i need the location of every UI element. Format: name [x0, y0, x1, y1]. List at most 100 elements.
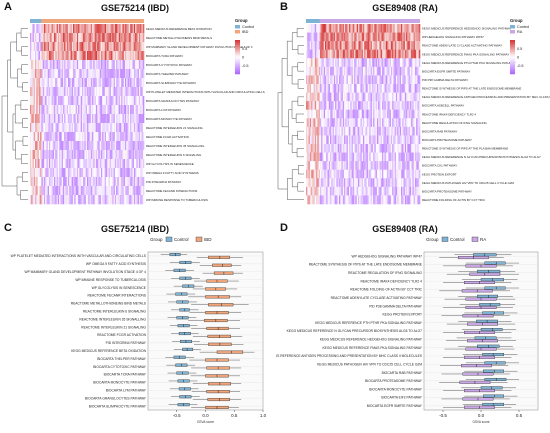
- heatmap-cell: [126, 177, 128, 187]
- heatmap-cell: [345, 178, 347, 188]
- heatmap-cell: [83, 186, 85, 196]
- heatmap-cell: [311, 84, 313, 93]
- heatmap-cell: [317, 75, 319, 85]
- heatmap-row-label: BIOCARTA RAB PATHWAY: [422, 129, 458, 133]
- heatmap-cell: [117, 51, 119, 61]
- heatmap-a-dendrogram: [1, 28, 28, 200]
- heatmap-cell: [100, 60, 103, 70]
- heatmap-cell: [32, 159, 35, 169]
- heatmap-cell: [344, 126, 346, 136]
- dendrogram-branch: [295, 113, 304, 123]
- heatmap-cell: [351, 186, 354, 196]
- heatmap-cell: [137, 24, 140, 34]
- heatmap-cell: [75, 69, 78, 79]
- heatmap-cell: [375, 58, 378, 68]
- heatmap-cell: [56, 87, 59, 97]
- heatmap-cell: [346, 66, 349, 76]
- heatmap-cell: [416, 32, 418, 42]
- heatmap-cell: [360, 186, 363, 196]
- heatmap-cell: [330, 144, 332, 153]
- heatmap-cell: [122, 150, 125, 160]
- heatmap-cell: [330, 195, 332, 205]
- heatmap-cell: [75, 60, 78, 70]
- heatmap-cell: [38, 96, 41, 106]
- heatmap-cell: [382, 178, 384, 188]
- heatmap-cell: [321, 49, 323, 59]
- heatmap-cell: [79, 159, 81, 169]
- heatmap-cell: [359, 152, 361, 162]
- heatmap-cell: [55, 42, 57, 52]
- heatmap-cell: [104, 60, 107, 70]
- heatmap-cell: [338, 84, 341, 93]
- heatmap-cell: [42, 177, 45, 187]
- heatmap-cell: [118, 33, 121, 43]
- heatmap-cell: [133, 60, 136, 70]
- heatmap-cell: [394, 126, 397, 136]
- heatmap-cell: [68, 60, 70, 70]
- heatmap-cell: [359, 126, 361, 136]
- heatmap-cell: [131, 78, 133, 88]
- heatmap-cell: [99, 168, 102, 178]
- heatmap-cell: [108, 78, 111, 88]
- heatmap-cell: [81, 177, 84, 187]
- heatmap-cell: [81, 60, 84, 70]
- heatmap-cell: [373, 92, 375, 102]
- heatmap-cell: [79, 114, 81, 124]
- heatmap-cell: [355, 195, 357, 205]
- colorbar-segment: [235, 41, 240, 44]
- heatmap-cell: [412, 161, 414, 171]
- heatmap-cell: [418, 118, 421, 128]
- heatmap-cell: [378, 144, 380, 153]
- heatmap-cell: [85, 69, 88, 79]
- heatmap-cell: [94, 33, 97, 43]
- heatmap-cell: [402, 92, 404, 102]
- heatmap-cell: [68, 150, 70, 160]
- heatmap-cell: [121, 33, 123, 43]
- heatmap-cell: [336, 186, 338, 196]
- heatmap-cell: [135, 186, 137, 196]
- heatmap-cell: [41, 96, 43, 106]
- heatmap-cell: [100, 195, 103, 205]
- heatmap-cell: [333, 101, 336, 111]
- heatmap-cell: [411, 161, 413, 171]
- heatmap-cell: [71, 60, 74, 70]
- heatmap-cell: [97, 132, 99, 142]
- heatmap-cell: [121, 78, 123, 88]
- heatmap-cell: [365, 24, 368, 33]
- heatmap-cell: [342, 92, 345, 102]
- heatmap-cell: [411, 75, 413, 85]
- heatmap-cell: [395, 195, 398, 205]
- heatmap-cell: [142, 33, 145, 43]
- heatmap-cell: [94, 60, 97, 70]
- heatmap-cell: [402, 144, 404, 153]
- heatmap-cell: [327, 24, 330, 33]
- heatmap-cell: [47, 150, 50, 160]
- heatmap-cell: [108, 186, 111, 196]
- heatmap-cell: [394, 75, 397, 85]
- heatmap-cell: [416, 178, 418, 188]
- heatmap-cell: [92, 51, 94, 61]
- heatmap-cell: [50, 78, 52, 88]
- box-control: [484, 261, 506, 265]
- heatmap-cell: [354, 24, 356, 33]
- heatmap-cell: [361, 126, 364, 136]
- heatmap-cell: [322, 101, 325, 111]
- heatmap-row-label: BIOCARTA ASBCELL PATHWAY: [422, 104, 464, 108]
- heatmap-cell: [373, 169, 375, 179]
- heatmap-cell: [31, 105, 33, 115]
- heatmap-cell: [111, 33, 113, 43]
- boxplot-c-rows: WP PLATELET MEDIATED INTERACTIONS WITH V…: [11, 253, 263, 409]
- heatmap-cell: [308, 24, 311, 33]
- heatmap-cell: [355, 152, 357, 162]
- heatmap-cell: [130, 150, 132, 160]
- heatmap-cell: [126, 60, 128, 70]
- heatmap-cell: [341, 41, 344, 51]
- heatmap-cell: [323, 186, 326, 196]
- heatmap-cell: [368, 152, 370, 162]
- heatmap-cell: [369, 75, 371, 85]
- heatmap-cell: [88, 123, 90, 133]
- heatmap-cell: [368, 161, 370, 171]
- heatmap-cell: [52, 159, 55, 169]
- heatmap-cell: [125, 24, 127, 34]
- heatmap-cell: [73, 123, 75, 133]
